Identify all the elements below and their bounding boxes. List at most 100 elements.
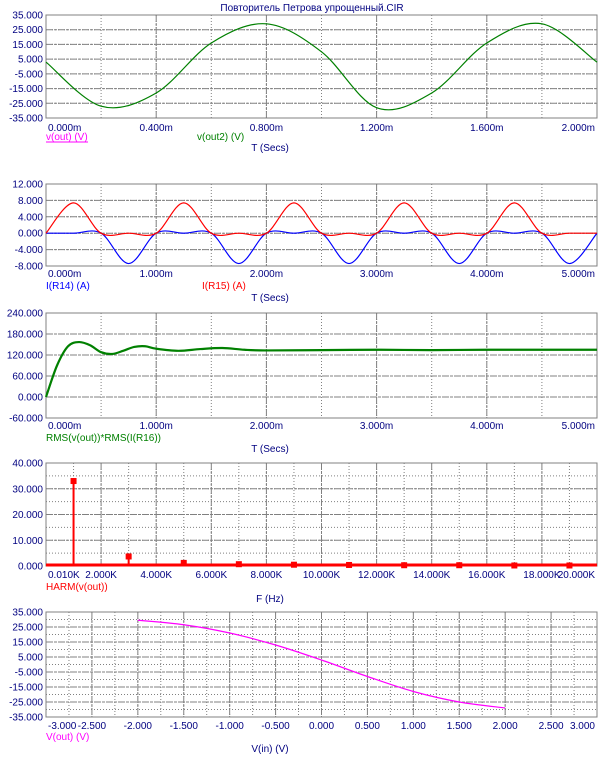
x-tick-label: -1.000 <box>215 721 244 732</box>
legend-label: I(R14) (A) <box>46 281 90 292</box>
y-tick-label: 30.000 <box>12 484 43 495</box>
x-tick-label: 2.000m <box>250 269 283 280</box>
x-tick-label: 5.000m <box>562 421 595 432</box>
x-tick-label: 0.500 <box>355 721 380 732</box>
y-tick-label: 0.000 <box>18 229 43 240</box>
legend-label: v(out) (V) <box>46 132 88 143</box>
x-tick-label: 2.000m <box>562 123 595 134</box>
legend-label: v(out2) (V) <box>197 132 244 143</box>
x-tick-label: 4.000m <box>470 421 503 432</box>
y-tick-label: 15.000 <box>12 638 43 649</box>
x-tick-label: 12.000K <box>358 570 396 581</box>
x-tick-label: -3.000 <box>48 721 77 732</box>
y-tick-label: 120.000 <box>7 351 44 362</box>
x-tick-label: -1.500 <box>170 721 199 732</box>
y-tick-label: 240.000 <box>7 309 44 320</box>
y-tick-label: -25.000 <box>9 698 43 709</box>
x-tick-label: 0.800m <box>250 123 283 134</box>
y-tick-label: 5.000 <box>18 55 43 66</box>
x-tick-label: 6.000K <box>195 570 227 581</box>
x-tick-label: 2.000 <box>493 721 518 732</box>
y-tick-label: 5.000 <box>18 653 43 664</box>
x-tick-label: 8.000K <box>251 570 283 581</box>
x-tick-label: 10.000K <box>303 570 341 581</box>
x-tick-label: 14.000K <box>413 570 451 581</box>
y-tick-label: 0.000 <box>18 562 43 573</box>
harmonic-marker <box>70 478 77 485</box>
plot-4: 0.010K 2.000K 4.000K 6.000K 8.000K 10.000K 12.… <box>12 459 598 605</box>
y-tick-label: 8.000 <box>18 196 43 207</box>
y-tick-label: 15.000 <box>12 40 43 51</box>
y-tick-label: -8.000 <box>15 262 44 273</box>
plot-2: 0.000m 1.000m 2.000m 3.000m 4.000m 5.000m 12.0… <box>12 180 598 304</box>
plot-5: -3.000 -2.500 -2.000 -1.500 -1.000 -0.500 0.00… <box>9 608 598 755</box>
y-tick-label: 40.000 <box>12 459 43 470</box>
x-tick-label: 1.000m <box>140 421 173 432</box>
x-tick-label: 2.000m <box>250 421 283 432</box>
series-line <box>45 22 598 111</box>
y-tick-label: 25.000 <box>12 623 43 634</box>
x-tick-label: 2.500 <box>539 721 564 732</box>
x-tick-label: 0.000m <box>48 269 81 280</box>
harmonic-marker <box>180 559 187 566</box>
x-tick-label: -2.500 <box>78 721 107 732</box>
y-tick-label: 180.000 <box>7 330 44 341</box>
y-tick-label: 12.000 <box>12 180 43 191</box>
plot-frame <box>45 14 598 119</box>
y-tick-label: -5.000 <box>15 69 44 80</box>
x-tick-label: 3.000m <box>360 269 393 280</box>
x-axis-title: T (Secs) <box>251 143 289 154</box>
y-tick-label: -15.000 <box>9 84 43 95</box>
y-tick-label: 60.000 <box>12 372 43 383</box>
x-axis-title: T (Secs) <box>251 444 289 455</box>
y-tick-label: -15.000 <box>9 683 43 694</box>
plot-frame <box>45 312 598 419</box>
x-tick-label: 20.000K <box>558 570 596 581</box>
y-tick-label: 25.000 <box>12 25 43 36</box>
x-tick-label: 1.000 <box>401 721 426 732</box>
x-tick-label: 0.000m <box>48 123 81 134</box>
plot-frame <box>45 611 598 718</box>
window-title: Повторитель Петрова упрощенный.CIR <box>220 3 403 14</box>
y-tick-label: -5.000 <box>15 668 44 679</box>
harmonic-marker <box>125 553 132 560</box>
x-axis-title: V(in) (V) <box>251 744 288 755</box>
x-tick-label: 1.600m <box>470 123 503 134</box>
x-tick-label: 1.500 <box>447 721 472 732</box>
x-tick-label: 3.000 <box>570 721 595 732</box>
series-line <box>137 619 506 709</box>
plot-3: 0.000m 1.000m 2.000m 3.000m 4.000m 5.000m 240.… <box>7 309 598 455</box>
y-tick-label: -35.000 <box>9 114 43 125</box>
x-tick-label: 5.000m <box>562 269 595 280</box>
legend-label: I(R15) (A) <box>202 281 246 292</box>
legend-label: RMS(v(out))*RMS(I(R16)) <box>46 433 161 444</box>
series-line <box>45 202 597 237</box>
x-tick-label: 18.000K <box>523 570 561 581</box>
y-tick-label: 35.000 <box>12 608 43 619</box>
x-axis-title: T (Secs) <box>251 293 289 304</box>
series-line <box>44 340 597 398</box>
y-tick-label: 4.000 <box>18 212 43 223</box>
x-axis-title: F (Hz) <box>256 594 284 605</box>
y-tick-label: 10.000 <box>12 536 43 547</box>
x-tick-label: 16.000K <box>468 570 506 581</box>
y-tick-label: 0.000 <box>18 393 43 404</box>
x-tick-label: 0.000m <box>48 421 81 432</box>
x-tick-label: 0.400m <box>140 123 173 134</box>
y-tick-label: 20.000 <box>12 510 43 521</box>
x-tick-label: 4.000m <box>470 269 503 280</box>
x-tick-label: 0.000 <box>309 721 334 732</box>
x-tick-label: 4.000K <box>140 570 172 581</box>
x-tick-label: 1.200m <box>360 123 393 134</box>
legend-label: V(out) (V) <box>46 732 89 743</box>
x-tick-label: -2.000 <box>124 721 153 732</box>
legend-label: HARM(v(out)) <box>46 582 108 593</box>
x-tick-label: 2.000K <box>85 570 117 581</box>
x-tick-label: 3.000m <box>360 421 393 432</box>
x-tick-label: -0.500 <box>261 721 290 732</box>
y-tick-label: -25.000 <box>9 99 43 110</box>
y-tick-label: -60.000 <box>9 414 43 425</box>
y-tick-label: -35.000 <box>9 713 43 724</box>
y-tick-label: 35.000 <box>12 11 43 22</box>
